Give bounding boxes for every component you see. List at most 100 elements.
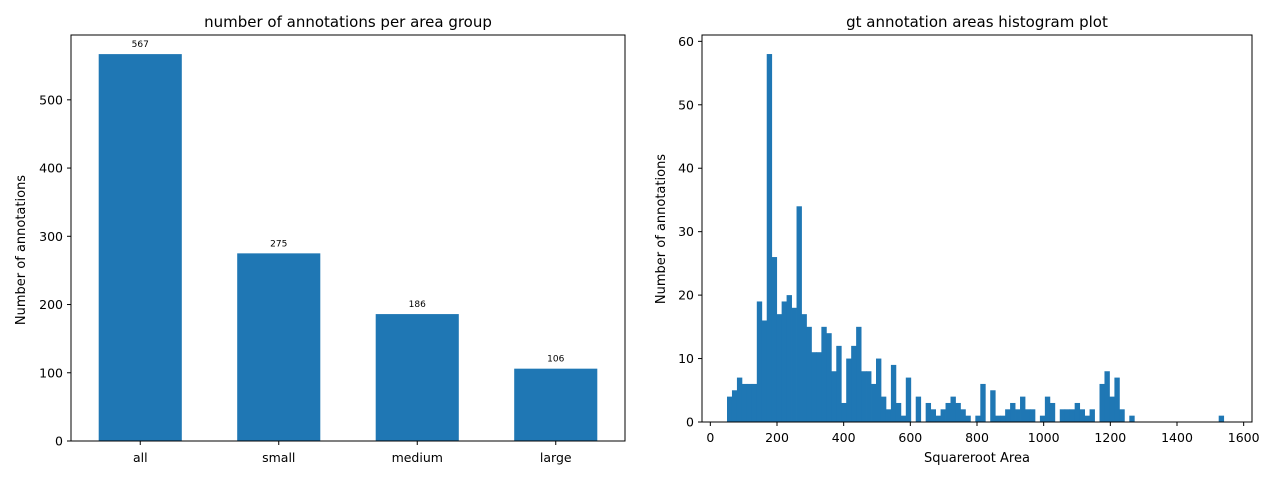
chart2-hist-bar — [1044, 396, 1051, 422]
chart2-xtick-label: 1600 — [1228, 430, 1260, 445]
chart2-hist-bar — [836, 345, 842, 422]
chart2-hist-bar — [871, 383, 877, 422]
chart1-bar-large — [514, 368, 598, 441]
chart2-hist-bar — [731, 390, 738, 422]
chart2-hist-bar — [1074, 402, 1081, 422]
chart1-ylabel: Number of annotations — [14, 175, 29, 325]
chart1-xtick-label: medium — [392, 450, 443, 465]
chart2-xtick-label: 600 — [898, 430, 922, 445]
chart2-hist-bar — [1005, 409, 1011, 422]
chart2-hist-bar — [1025, 409, 1031, 422]
chart2-hist-bar — [1069, 409, 1076, 422]
chart2-hist-bar — [736, 377, 743, 422]
chart2-hist-bar — [1129, 415, 1135, 422]
chart2-plot-frame — [701, 34, 1253, 423]
chart1-ytick-label: 500 — [39, 92, 63, 107]
chart2-hist-bar — [990, 390, 996, 422]
chart2-xlabel: Squareroot Area — [924, 451, 1030, 466]
chart1-data-label: 186 — [409, 300, 426, 310]
chart2-hist-bar — [1104, 371, 1110, 422]
chart2-xtick-label: 400 — [832, 430, 856, 445]
chart2-hist-bar — [741, 383, 748, 422]
chart1-data-label: 567 — [132, 40, 149, 50]
chart2-hist-bar — [995, 415, 1001, 422]
chart2-hist-bar — [1049, 402, 1056, 422]
chart2-hist-bar — [1079, 409, 1085, 422]
chart2-hist-bar — [1029, 409, 1036, 422]
chart2-ytick-label: 60 — [678, 34, 694, 49]
chart2-hist-bar — [766, 54, 773, 423]
chart2-hist-bar — [806, 326, 812, 422]
histogram-chart-areas: gt annotation areas histogram plot Numbe… — [654, 13, 1260, 466]
chart2-hist-bar — [885, 409, 892, 422]
chart2-hist-bar — [1064, 409, 1071, 422]
chart2-hist-bar — [786, 295, 792, 422]
chart2-hist-bar — [960, 409, 966, 422]
chart2-hist-bar — [1084, 415, 1090, 422]
chart1-data-label: 106 — [547, 355, 564, 365]
chart2-hist-bar — [915, 396, 922, 422]
chart2-hist-bar — [846, 358, 852, 422]
chart2-hist-bar — [975, 415, 981, 422]
chart2-hist-bar — [751, 383, 758, 422]
chart1-xtick-label: large — [540, 450, 572, 465]
chart2-hist-bar — [1000, 415, 1006, 422]
chart1-data-label: 275 — [270, 239, 287, 249]
chart1-ytick-label: 300 — [39, 229, 63, 244]
chart2-ytick-label: 30 — [678, 224, 694, 239]
chart2-ytick-label: 50 — [678, 97, 694, 112]
chart2-hist-bar — [1015, 409, 1021, 422]
chart2-hist-bar — [1109, 396, 1115, 422]
chart2-xtick-label: 1400 — [1161, 430, 1193, 445]
chart2-xtick-label: 200 — [765, 430, 789, 445]
chart2-hist-bar — [761, 320, 768, 422]
chart2-hist-bar — [851, 345, 857, 422]
chart2-hist-bar — [925, 402, 932, 422]
chart2-hist-bar — [796, 206, 802, 422]
chart2-hist-bar — [945, 402, 951, 422]
chart2-xtick-label: 0 — [706, 430, 714, 445]
chart2-hist-bar — [890, 364, 897, 422]
chart2-hist-bar — [1099, 383, 1105, 422]
chart2-hist-bar — [935, 415, 941, 422]
chart2-xtick-label: 1200 — [1094, 430, 1126, 445]
chart2-hist-bar — [950, 396, 956, 422]
chart2-ytick-label: 20 — [678, 288, 694, 303]
chart2-hist-bar — [965, 415, 971, 422]
chart2-hist-bar — [1059, 409, 1066, 422]
bar-chart-area-groups: number of annotations per area group Num… — [14, 13, 626, 465]
chart1-xtick-label: small — [262, 450, 295, 465]
chart2-xtick-label: 1000 — [1028, 430, 1060, 445]
chart2-xtick-label: 800 — [965, 430, 989, 445]
chart2-ytick-label: 0 — [686, 415, 694, 430]
chart2-hist-bar — [980, 383, 986, 422]
chart2-hist-bar — [1119, 409, 1125, 422]
chart2-hist-bar — [905, 377, 912, 422]
chart1-xtick-label: all — [133, 450, 148, 465]
chart2-hist-bar — [1089, 409, 1095, 422]
chart2-hist-bar — [771, 257, 778, 422]
chart2-hist-bar — [1020, 396, 1026, 422]
chart2-ytick-label: 10 — [678, 351, 694, 366]
chart2-hist-bar — [1010, 402, 1016, 422]
chart2-hist-bar — [841, 402, 847, 422]
chart2-hist-bar — [801, 314, 807, 422]
chart2-hist-bar — [1218, 415, 1225, 422]
chart2-hist-bar — [781, 301, 787, 422]
chart1-ytick-label: 0 — [55, 434, 63, 449]
chart2-hist-bar — [856, 326, 862, 422]
chart1-title: number of annotations per area group — [204, 13, 492, 31]
chart2-hist-bar — [756, 301, 763, 422]
chart2-hist-bar — [811, 352, 817, 422]
chart2-hist-bar — [821, 326, 827, 422]
chart1-ytick-label: 200 — [39, 297, 63, 312]
chart2-hist-bar — [1039, 415, 1046, 422]
chart2-hist-bar — [746, 383, 753, 422]
chart2-hist-bar — [831, 371, 837, 422]
chart2-hist-bar — [861, 371, 867, 422]
chart2-hist-bar — [791, 307, 797, 422]
chart1-bar-all — [98, 54, 182, 441]
chart2-hist-bar — [930, 409, 936, 422]
chart2-hist-bar — [776, 314, 783, 422]
